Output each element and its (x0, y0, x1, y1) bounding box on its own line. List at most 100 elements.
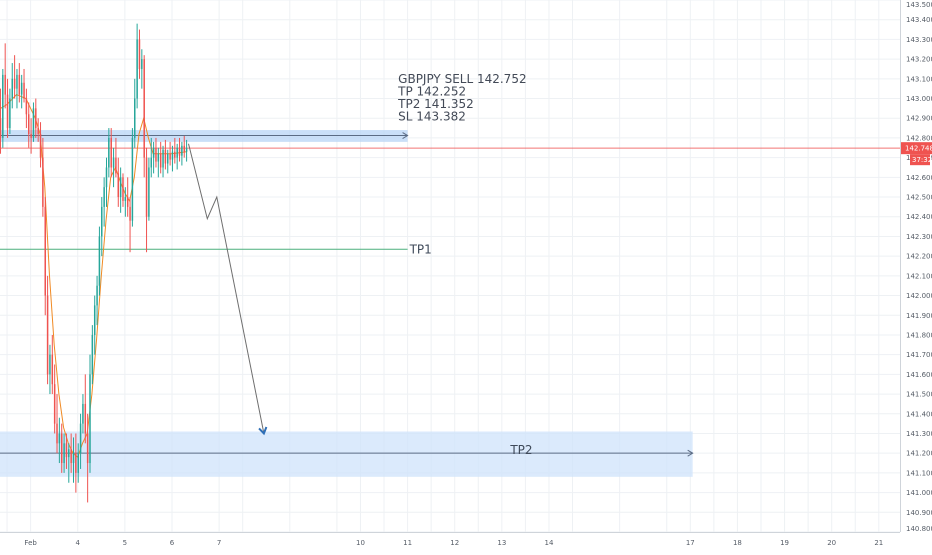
candle (145, 147, 148, 253)
countdown-label: 37:32 (912, 156, 932, 164)
y-tick-label: 142.000 (906, 292, 932, 300)
candle-body (152, 147, 155, 158)
y-tick-label: 142.600 (906, 174, 932, 182)
candle (49, 344, 51, 395)
candle (11, 63, 14, 109)
y-tick-label: 141.700 (906, 351, 932, 359)
candle-body (129, 206, 131, 221)
candle-body (86, 433, 89, 464)
candle (129, 197, 131, 253)
y-tick-label: 141.400 (906, 410, 932, 418)
candle (134, 78, 136, 148)
candle (169, 141, 171, 166)
candle-body (101, 206, 103, 237)
x-tick-label: 6 (170, 539, 175, 547)
candle-body (16, 74, 18, 89)
candle-body (112, 157, 115, 168)
candle (103, 177, 105, 227)
candle (60, 423, 63, 473)
candle (63, 433, 65, 473)
x-tick-label: 7 (217, 539, 221, 547)
tp2-zone (0, 431, 693, 477)
candle (105, 157, 108, 207)
y-tick-label: 141.200 (906, 450, 932, 458)
candle (166, 149, 169, 174)
candle (72, 437, 75, 483)
candle (174, 137, 176, 164)
candle (150, 137, 153, 178)
x-tick-label: 18 (733, 539, 742, 547)
y-tick-label: 143.100 (906, 75, 932, 83)
candle (42, 137, 44, 217)
y-tick-label: 140.800 (906, 525, 932, 533)
candle-body (91, 334, 94, 375)
tp2-label: TP2 (509, 443, 532, 457)
price-axis-bg (900, 0, 932, 550)
candle (115, 137, 117, 178)
candle-body (126, 197, 129, 207)
y-tick-label: 141.500 (906, 391, 932, 399)
candle-body (124, 197, 127, 201)
candle (32, 102, 35, 142)
candle-body (18, 74, 21, 95)
trade-note: GBPJPY SELL 142.752 TP 142.252 TP2 141.3… (397, 72, 530, 124)
candle (44, 197, 46, 316)
x-tick-label: 14 (544, 539, 553, 547)
candle-body (162, 149, 164, 168)
candle-body (11, 78, 14, 99)
candle (93, 295, 96, 355)
candle-body (75, 453, 77, 473)
candle (25, 88, 28, 129)
candle-body (32, 108, 35, 138)
y-tick-label: 143.200 (906, 56, 932, 64)
candle (13, 55, 16, 99)
candle (39, 122, 42, 168)
y-tick-label: 142.500 (906, 194, 932, 202)
candle (138, 29, 141, 79)
candle-body (157, 153, 160, 162)
candle (119, 167, 122, 213)
candle-body (96, 285, 98, 306)
projection-line (188, 143, 265, 434)
candle-body (44, 206, 46, 296)
candle-body (185, 147, 188, 152)
candle-body (58, 433, 61, 444)
candle-body (174, 151, 176, 158)
candle-body (35, 108, 37, 129)
candle (178, 137, 181, 162)
levels: TP1 TP2 (0, 132, 900, 457)
candle (51, 334, 54, 395)
candle (65, 433, 68, 469)
candle-body (178, 147, 181, 156)
candle (77, 443, 79, 483)
note-line-2: TP 142.252 (397, 84, 466, 98)
candles (0, 23, 188, 503)
candle-body (53, 384, 56, 424)
candle-body (105, 167, 108, 188)
x-tick-label: 20 (827, 539, 836, 547)
candle-body (51, 354, 54, 385)
moving-average (0, 94, 187, 458)
candle-body (138, 39, 141, 69)
candle (20, 74, 23, 109)
candle-body (103, 187, 105, 207)
y-tick-label: 143.500 (906, 1, 932, 9)
candle-body (37, 128, 39, 134)
note-line-3: TP2 141.352 (397, 97, 474, 111)
candle-body (148, 167, 150, 217)
x-tick-label: 19 (780, 539, 789, 547)
current-price-tag (901, 142, 932, 155)
candle (46, 275, 49, 385)
candle-body (115, 157, 117, 174)
y-tick-label: 143.300 (906, 36, 932, 44)
y-tick-label: 141.000 (906, 489, 932, 497)
y-tick-label: 143.400 (906, 16, 932, 24)
candle-body (39, 133, 42, 158)
candle (82, 394, 84, 434)
candle-body (98, 236, 101, 286)
candle-body (4, 74, 6, 95)
candle (27, 102, 30, 148)
